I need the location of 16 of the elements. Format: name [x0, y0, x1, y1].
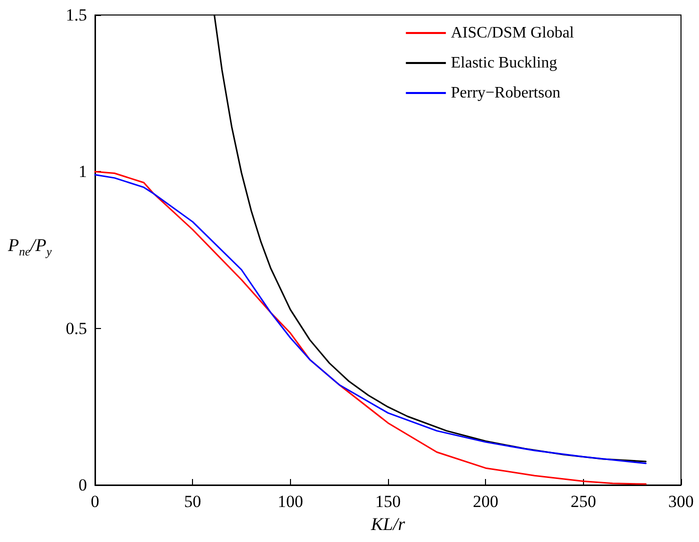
legend-label: Elastic Buckling [450, 54, 558, 72]
x-tick-label: 50 [184, 492, 202, 511]
y-tick-label: 1 [78, 162, 87, 182]
y-tick-label: 1.5 [66, 6, 87, 24]
x-tick-label: 150 [375, 492, 401, 511]
legend-label: Perry−Robertson [450, 84, 560, 102]
y-axis-title: P$_{ne}$/P$_{y}$ [8, 235, 52, 260]
y-tick-label: 0 [78, 476, 87, 494]
legend-label: AISC/DSM Global [450, 24, 575, 42]
x-tick-label: 200 [472, 492, 498, 511]
x-tick-label: 250 [570, 492, 596, 511]
x-tick-label: 100 [278, 492, 304, 511]
x-tick-label: 300 [668, 492, 694, 511]
x-axis-title: KL/r [370, 514, 406, 534]
y-tick-label: 0.5 [66, 318, 87, 338]
x-tick-label: 0 [90, 492, 100, 511]
